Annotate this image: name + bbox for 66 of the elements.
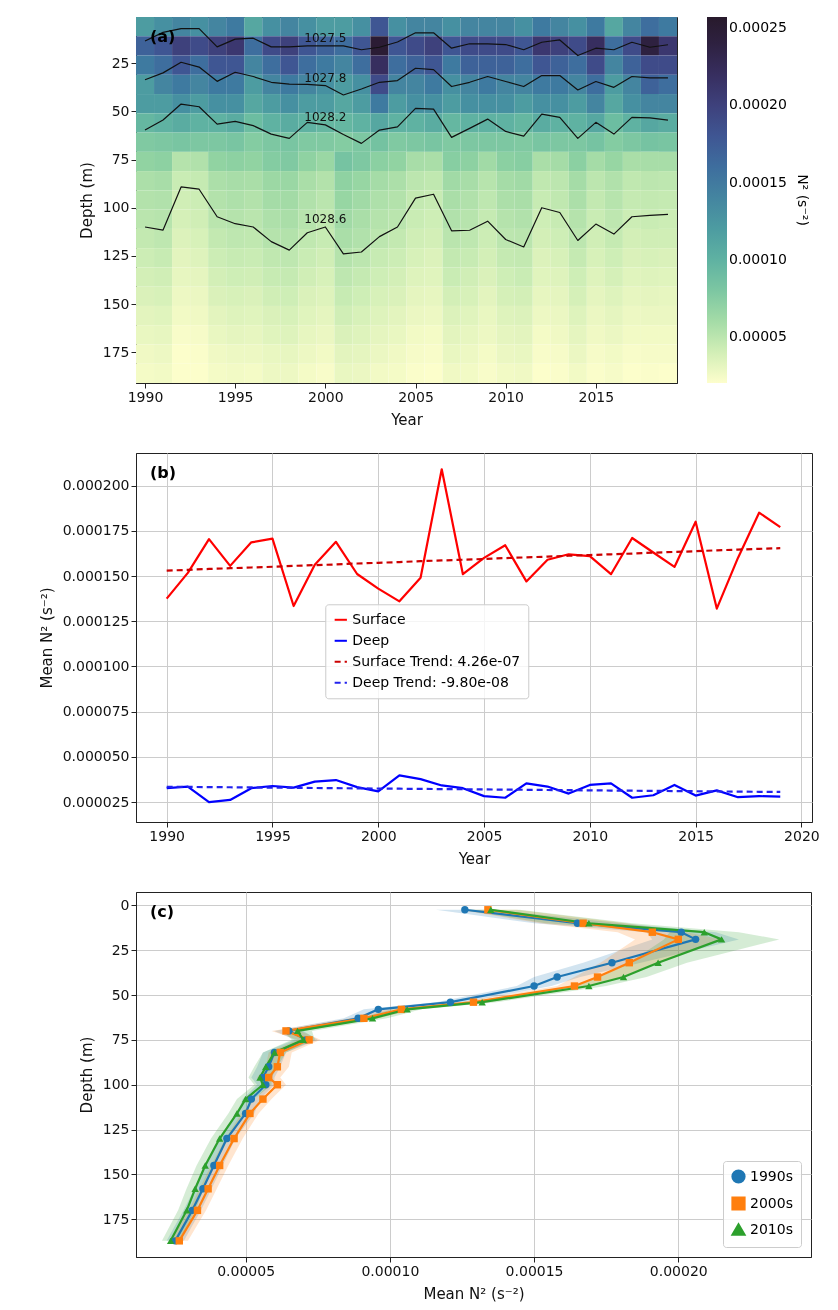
x-tick-label: 2000 [308,388,344,405]
x-tick-label: 0.00005 [217,1262,276,1279]
x-tick-label: 2010 [488,388,524,405]
y-axis-title: Depth (m) [77,162,96,239]
x-tick-label: 2005 [398,388,434,405]
y-tick-label: 0.000125 [62,612,130,629]
legend-label: Surface [352,610,406,627]
x-axis-title: Year [457,849,492,868]
legend-label: 2000s [750,1194,793,1211]
y-tick-label: 175 [102,343,130,360]
x-tick-label: 2000 [360,827,397,844]
x-axis-title: Year [390,410,424,429]
y-tick-label: 0.000075 [62,703,130,720]
x-tick-label: 0.00020 [649,1262,708,1279]
y-tick-label: 50 [111,102,130,119]
annotation: (a) [150,27,176,46]
y-axis-title: Mean N² (s⁻²) [37,587,56,689]
y-tick-label: 75 [111,151,130,168]
y-tick-label: 0.000175 [62,522,130,539]
y-tick-label: 0 [120,896,130,913]
y-tick-label: 25 [111,941,130,958]
color-bar-title: N² (s⁻²) [795,174,811,226]
x-tick-label: 2005 [466,827,503,844]
annotation: (b) [150,463,177,482]
color-bar-label: 0.00010 [729,250,787,267]
legend-label: 1990s [750,1167,793,1184]
x-tick-label: 1990 [127,388,164,405]
x-tick-label: 2015 [678,827,714,844]
series-label: 1028.2 [304,109,347,124]
y-tick-label: 100 [102,1076,130,1093]
series-label: 1027.5 [304,30,347,45]
annotation: (c) [150,902,175,921]
y-tick-label: 125 [102,247,130,264]
y-tick-label: 25 [111,54,130,71]
x-tick-label: 1990 [149,827,185,844]
y-tick-label: 0.000200 [62,477,130,494]
y-tick-label: 125 [102,1121,130,1138]
x-tick-label: 2020 [784,827,820,844]
x-tick-label: 1995 [217,388,254,405]
legend-label: Surface Trend: 4.26e-07 [352,652,521,669]
legend-label: 2010s [750,1220,793,1237]
legend-label: Deep [352,631,390,648]
x-axis-title: Mean N² (s⁻²) [423,1284,525,1303]
color-bar-label: 0.00005 [729,328,787,345]
y-tick-label: 175 [102,1210,130,1227]
color-bar-label: 0.00015 [729,173,787,190]
y-tick-label: 150 [102,295,130,312]
y-tick-label: 100 [102,199,130,216]
y-tick-label: 0.000025 [62,793,130,810]
series-label: 1028.6 [304,211,347,226]
y-tick-label: 75 [111,1031,130,1048]
y-axis-title: Depth (m) [77,1036,96,1114]
y-tick-label: 0.000150 [62,567,130,584]
x-tick-label: 0.00015 [505,1262,564,1279]
y-tick-label: 0.000100 [62,657,130,674]
series-label: 1027.8 [304,70,347,85]
color-bar-label: 0.00025 [729,18,787,35]
x-tick-label: 1995 [255,827,291,844]
x-tick-label: 2015 [578,388,615,405]
y-tick-label: 150 [102,1165,130,1182]
x-tick-label: 0.00010 [361,1262,420,1279]
x-tick-label: 2010 [572,827,609,844]
y-tick-label: 0.000050 [62,748,130,765]
y-tick-label: 50 [111,986,130,1003]
color-bar-label: 0.00020 [729,96,787,113]
legend-label: Deep Trend: -9.80e-08 [352,673,509,690]
